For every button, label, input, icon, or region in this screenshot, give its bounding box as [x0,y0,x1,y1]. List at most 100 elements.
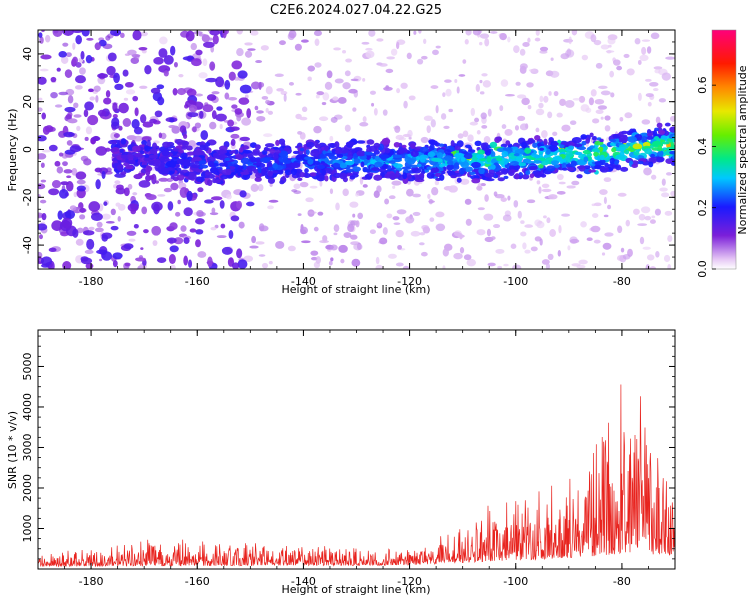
heatmap-cell [99,258,103,262]
heatmap-cell [493,191,498,197]
heatmap-cell [465,218,472,226]
heatmap-cell [664,210,673,216]
heatmap-cell [642,246,651,250]
heatmap-cell [41,263,50,268]
heatmap-cell [60,56,69,64]
heatmap-cell [545,148,551,155]
heatmap-cell [45,34,51,43]
heatmap-cell [247,48,256,51]
heatmap-cell [215,113,227,122]
heatmap-cell [246,108,252,119]
heatmap-cell [641,136,648,143]
heatmap-cell [183,157,189,161]
heatmap-cell [239,136,250,142]
heatmap-cell [134,107,139,117]
heatmap-cell [517,115,526,122]
heatmap-cell [269,148,276,154]
heatmap-cell [206,179,213,186]
heatmap-cell [521,97,530,106]
heatmap-cell [661,141,670,145]
heatmap-cell [604,162,609,168]
heatmap-cell [79,67,86,75]
heatmap-cell [196,176,202,183]
heatmap-cell [227,96,238,101]
heatmap-cell [305,141,315,148]
heatmap-cell [84,101,94,111]
heatmap-cell [648,161,654,168]
heatmap-cell [548,136,554,143]
heatmap-cell [56,166,64,174]
heatmap-cell [105,35,111,41]
heatmap-cell [538,163,544,169]
heatmap-cell [157,194,166,197]
heatmap-cell [548,145,559,152]
heatmap-cell [396,41,400,50]
heatmap-cell [410,230,421,237]
heatmap-cell [352,152,358,160]
heatmap-cell [355,192,360,197]
heatmap-cell [581,54,589,61]
heatmap-cell [170,45,176,56]
heatmap-cell [603,196,607,205]
heatmap-cell [204,171,213,176]
heatmap-cell [619,117,624,122]
heatmap-cell [139,31,148,37]
heatmap-cell [242,149,253,154]
heatmap-cell [361,41,370,45]
heatmap-cell [665,172,673,176]
heatmap-cell [522,158,531,164]
heatmap-cell [72,228,79,238]
heatmap-cell [255,172,262,179]
heatmap-cell [644,148,653,155]
heatmap-cell [385,85,390,90]
heatmap-cell [519,48,526,56]
heatmap-cell [548,91,552,96]
heatmap-cell [313,261,321,269]
heatmap-cell [373,107,378,116]
heatmap-cell [65,114,72,120]
heatmap-cell [558,181,566,185]
heatmap-cell [583,156,589,163]
heatmap-cell [144,65,152,75]
heatmap-cell [388,160,396,164]
heatmap-cell [426,172,435,179]
heatmap-cell [619,135,629,143]
heatmap-cell [127,183,133,190]
heatmap-cell [497,177,505,182]
heatmap-cell [156,84,165,90]
heatmap-cell [556,112,563,118]
heatmap-cell [231,60,243,70]
heatmap-cell [604,125,611,132]
heatmap-cell [344,70,351,77]
heatmap-cell [351,258,361,267]
heatmap-cell [199,144,207,151]
heatmap-cell [39,234,43,240]
heatmap-cell [489,31,498,34]
heatmap-cell [169,117,175,123]
heatmap-cell [652,88,659,92]
heatmap-cell [522,42,530,47]
heatmap-cell [422,226,431,234]
heatmap-cell [274,73,284,77]
heatmap-cell [482,147,490,151]
heatmap-cell [495,157,503,161]
heatmap-cell [61,217,73,229]
heatmap-cell [230,133,240,139]
heatmap-cell [299,181,309,188]
heatmap-cell [163,55,174,65]
heatmap-cell [168,254,176,265]
heatmap-cell [347,223,355,233]
heatmap-cell [309,172,317,177]
heatmap-cell [474,117,480,123]
heatmap-cell [622,253,631,260]
heatmap-cell [569,238,580,244]
heatmap-cell [301,240,311,244]
heatmap-cell [616,65,623,71]
heatmap-cell [384,147,391,154]
heatmap-cell [566,159,572,163]
heatmap-cell [406,158,416,165]
heatmap-cell [39,199,47,204]
heatmap-cell [494,194,505,199]
heatmap-cell [317,211,324,216]
snr-y-tick-label: 1000 [21,514,34,542]
